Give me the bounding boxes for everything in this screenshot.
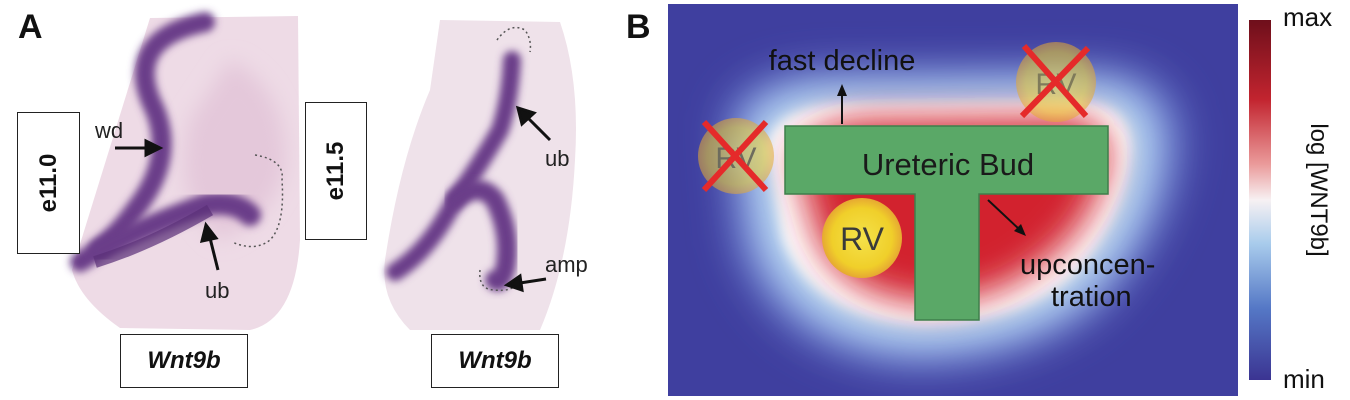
concentration-field-diagram: RV RV RV Ureteric Bud fast decline upcon… <box>668 4 1238 396</box>
upconcentration-label-line1: upconcen- <box>1020 249 1155 281</box>
label-wd: wd <box>95 118 124 143</box>
label-amp: amp <box>545 252 588 277</box>
label-ub-right: ub <box>545 146 570 171</box>
colorbar-max-label: max <box>1283 2 1333 32</box>
stage-label-e11-0: e11.0 <box>34 153 62 213</box>
label-ub-left: ub <box>205 278 230 303</box>
stage-label-e11-5: e11.5 <box>322 141 349 201</box>
gene-box-left: Wnt9b <box>120 334 248 388</box>
tissue-e11-0 <box>70 12 300 330</box>
stage-box-e11-5: e11.5 <box>305 102 367 240</box>
upconcentration-label-line2: tration <box>1051 281 1132 313</box>
colorbar-min-label: min <box>1283 364 1325 394</box>
panel-a-letter: A <box>18 8 43 46</box>
rv-left: RV <box>698 118 774 194</box>
rv-top-right: RV <box>1016 42 1096 122</box>
rv-active: RV <box>822 198 902 278</box>
panel-a-tissue-images <box>70 12 576 330</box>
colorbar <box>1249 20 1271 380</box>
stage-box-e11-0: e11.0 <box>17 112 80 254</box>
ureteric-bud-shape <box>784 125 1109 321</box>
panel-b-letter: B <box>626 8 651 46</box>
gene-box-right: Wnt9b <box>431 334 559 388</box>
fast-decline-label: fast decline <box>769 45 916 77</box>
svg-text:RV: RV <box>840 221 885 257</box>
tissue-e11-5 <box>384 20 576 330</box>
colorbar-axis-label: log [WNT9b] <box>1305 123 1332 257</box>
ureteric-bud-label: Ureteric Bud <box>862 147 1034 182</box>
panel-a-arrows <box>115 105 552 293</box>
